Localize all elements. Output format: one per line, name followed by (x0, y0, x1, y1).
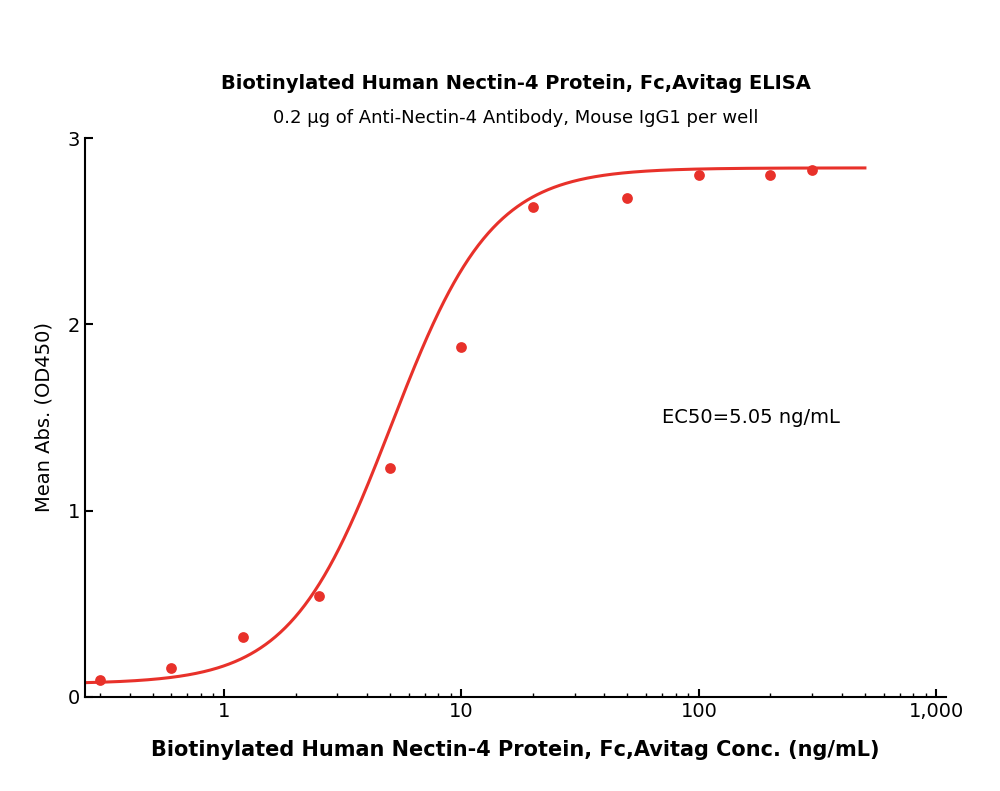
Point (762, 169, 778, 182)
Point (92, 674, 108, 687)
Point (619, 191, 635, 204)
Y-axis label: Mean Abs. (OD450): Mean Abs. (OD450) (35, 323, 54, 513)
Point (382, 461, 398, 474)
Text: EC50=5.05 ng/mL: EC50=5.05 ng/mL (662, 408, 840, 427)
Point (311, 590, 327, 603)
Text: 0.2 μg of Anti-Nectin-4 Antibody, Mouse IgG1 per well: 0.2 μg of Anti-Nectin-4 Antibody, Mouse … (273, 109, 758, 127)
Text: Biotinylated Human Nectin-4 Protein, Fc,Avitag ELISA: Biotinylated Human Nectin-4 Protein, Fc,… (221, 74, 811, 93)
Point (525, 201, 541, 214)
Point (691, 169, 707, 182)
Point (163, 662, 179, 675)
X-axis label: Biotinylated Human Nectin-4 Protein, Fc,Avitag Conc. (ng/mL): Biotinylated Human Nectin-4 Protein, Fc,… (151, 740, 880, 760)
Point (804, 164, 820, 176)
Point (235, 631, 251, 644)
Point (453, 340, 469, 353)
